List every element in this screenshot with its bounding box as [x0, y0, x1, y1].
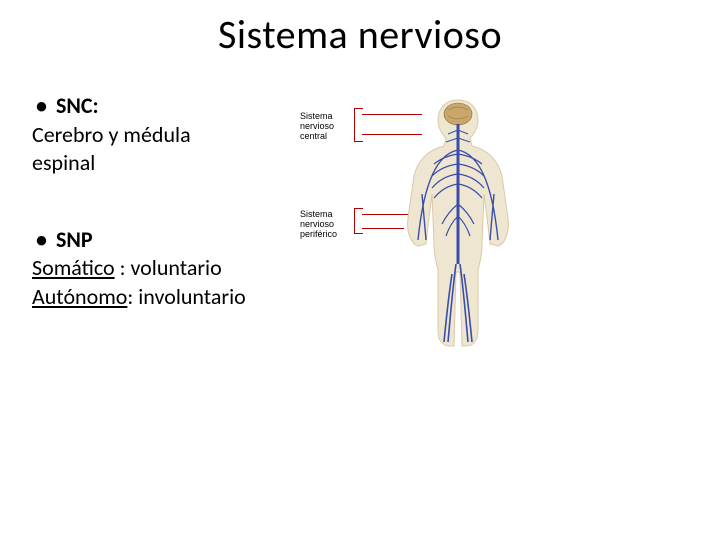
snp-autonomo-label: Autónomo [32, 283, 127, 310]
figure-label-central: Sistema nervioso central [300, 112, 348, 142]
bullet-snp: SNP [32, 226, 332, 255]
figure-label-peripheral: Sistema nervioso periférico [300, 210, 348, 240]
label-periph-2: nervioso [300, 219, 334, 229]
label-periph-3: periférico [300, 229, 337, 239]
snp-somatico-label: Somático [32, 254, 115, 281]
block-snc: SNC: Cerebro y médula espinal [32, 92, 332, 178]
snp-autonomo-rest: : involuntario [127, 283, 245, 310]
label-central-2: nervioso [300, 121, 334, 131]
slide: Sistema nervioso SNC: Cerebro y médula e… [0, 0, 720, 540]
text-content: SNC: Cerebro y médula espinal SNP Somáti… [32, 90, 332, 312]
slide-title: Sistema nervioso [0, 10, 720, 59]
snc-line-2: espinal [32, 149, 332, 178]
label-central-1: Sistema [300, 111, 333, 121]
snc-line-1: Cerebro y médula [32, 121, 332, 150]
block-snp: SNP Somático : voluntario Autónomo: invo… [32, 226, 332, 312]
label-central-3: central [300, 131, 327, 141]
bullet-snc: SNC: [32, 92, 332, 121]
nervous-system-figure: Sistema nervioso central Sistema nervios… [300, 90, 580, 370]
snp-line-1: Somático : voluntario [32, 254, 332, 283]
bracket-peripheral [354, 208, 363, 234]
snp-somatico-rest: : voluntario [115, 254, 222, 281]
snp-line-2: Autónomo: involuntario [32, 283, 332, 312]
label-periph-1: Sistema [300, 209, 333, 219]
human-body-icon [378, 94, 538, 354]
